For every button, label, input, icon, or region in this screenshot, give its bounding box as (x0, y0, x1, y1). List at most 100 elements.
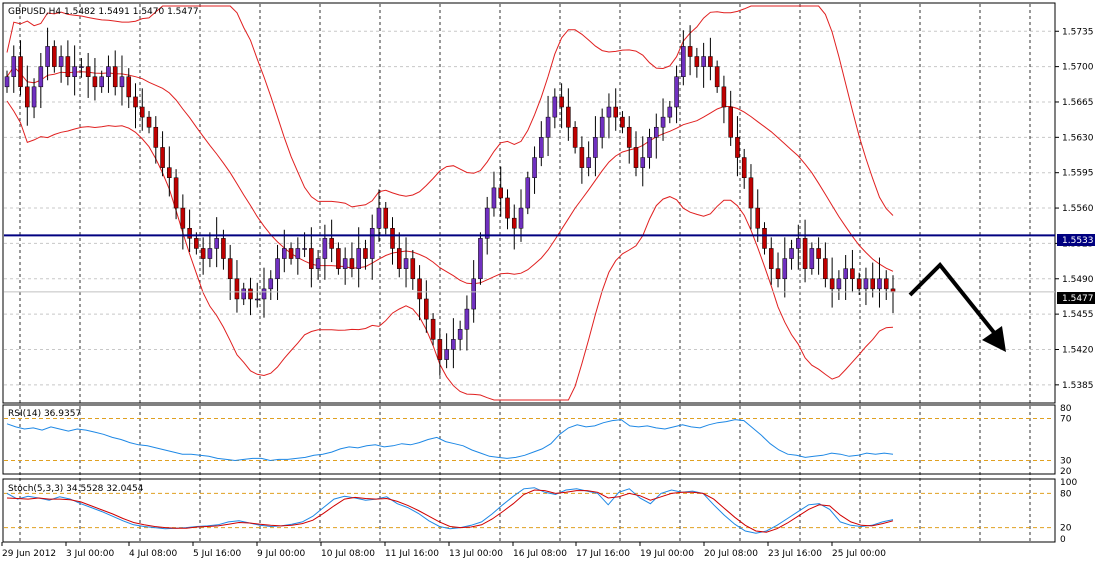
candle-body (25, 86, 30, 108)
candle-body (52, 46, 57, 67)
bb-upper-line (6, 5, 894, 216)
price-tick-label: 1.5700 (1062, 63, 1094, 73)
candle-body (234, 278, 240, 300)
bb-middle-line (6, 65, 894, 285)
candle-body (856, 278, 862, 290)
time-tick-label: 11 Jul 16:00 (385, 549, 439, 559)
price-tick-label: 1.5455 (1062, 310, 1094, 320)
candle-body (559, 96, 564, 108)
candle-body (268, 278, 274, 290)
time-tick-label: 23 Jul 16:00 (768, 549, 822, 559)
candle-body (187, 228, 192, 239)
candle-body (261, 288, 267, 300)
candle-body (369, 228, 375, 259)
main-chart-header: GBPUSD,H4 1.5482 1.5491 1.5470 1.5477 (8, 7, 199, 17)
time-tick-label: 17 Jul 16:00 (576, 549, 630, 559)
rsi-header: RSI(14) 36.9357 (8, 409, 81, 419)
candle-body (390, 228, 395, 249)
candle-body (126, 76, 132, 98)
candle-body (579, 147, 585, 168)
stoch-header: Stoch(5,3,3) 34.5528 32.0454 (8, 484, 144, 494)
candle-body (31, 86, 37, 108)
price-tick-label: 1.5385 (1062, 381, 1094, 391)
candle-body (728, 106, 733, 138)
candle-body (119, 76, 125, 88)
candle-body (660, 116, 666, 128)
time-tick-label: 3 Jul 00:00 (66, 549, 115, 559)
candle-body (349, 258, 355, 269)
candle-body (566, 106, 571, 128)
candle-body (254, 298, 260, 301)
candle-body (606, 106, 612, 118)
candle-body (802, 238, 808, 269)
candle-body (227, 258, 233, 280)
candle-body (295, 248, 301, 259)
candle-body (775, 268, 781, 280)
level-price-badge-bg (1057, 234, 1095, 246)
candle-body (200, 248, 206, 259)
price-tick-label: 1.5560 (1062, 204, 1094, 214)
candle-body (552, 96, 558, 118)
level-price-badge: 1.5533 (1062, 236, 1094, 246)
candle-body (167, 167, 172, 178)
candle-body (38, 66, 44, 88)
candle-body (214, 238, 219, 249)
candle-body (410, 258, 416, 280)
candle-body (112, 66, 118, 88)
time-tick-label: 25 Jul 00:00 (832, 549, 886, 559)
rsi-tick-label: 70 (1060, 415, 1072, 425)
candle-body (532, 157, 537, 178)
candle-body (586, 157, 591, 168)
candle-body (4, 76, 10, 88)
candle-body (755, 207, 761, 229)
bollinger-bands (6, 5, 894, 401)
last-price-badge: 1.5477 (1062, 294, 1094, 304)
last-price-badge-bg (1057, 292, 1095, 304)
rsi-tick-label: 20 (1060, 467, 1072, 477)
candle-body (647, 137, 652, 158)
price-tick-label: 1.5665 (1062, 98, 1094, 108)
candle-body (741, 157, 747, 178)
time-tick-label: 9 Jul 00:00 (257, 549, 306, 559)
candle-body (329, 238, 334, 249)
candle-body (322, 238, 328, 259)
candle-body (654, 126, 659, 138)
candle-body (457, 329, 463, 340)
candle-body (376, 207, 382, 229)
rsi-tick-label: 30 (1060, 457, 1072, 467)
candle-body (424, 298, 429, 320)
candle-body (633, 147, 639, 168)
candle-body (153, 126, 159, 148)
stoch-tick-label: 0 (1060, 535, 1066, 545)
time-tick-label: 19 Jul 00:00 (640, 549, 694, 559)
candle-body (160, 147, 165, 168)
candle-body (694, 56, 700, 67)
stoch-tick-label: 80 (1060, 489, 1072, 499)
time-tick-label: 5 Jul 16:00 (193, 549, 242, 559)
candle-body (173, 177, 179, 209)
candle-body (545, 116, 551, 138)
stoch-signal-line (6, 489, 894, 533)
candle-body (282, 248, 287, 259)
time-axis: 29 Jun 2012 3 Jul 00:00 4 Jul 08:00 5 Jul 1… (1, 542, 886, 559)
price-tick-label: 1.5630 (1062, 133, 1094, 143)
candle-body (315, 258, 321, 269)
stoch-main-line (6, 487, 894, 534)
candle-body (309, 248, 314, 269)
candle-body (823, 258, 828, 280)
candle-body (796, 238, 801, 249)
candle-body (863, 278, 869, 290)
stoch-tick-label: 100 (1060, 478, 1077, 488)
price-tick-label: 1.5735 (1062, 27, 1094, 37)
candle-body (11, 56, 17, 77)
candle-body (336, 248, 341, 269)
candle-body (146, 116, 152, 128)
price-tick-label: 1.5420 (1062, 345, 1094, 355)
candle-body (241, 288, 246, 300)
candle-body (491, 187, 497, 209)
candle-body (518, 207, 524, 229)
candle-body (816, 248, 821, 259)
